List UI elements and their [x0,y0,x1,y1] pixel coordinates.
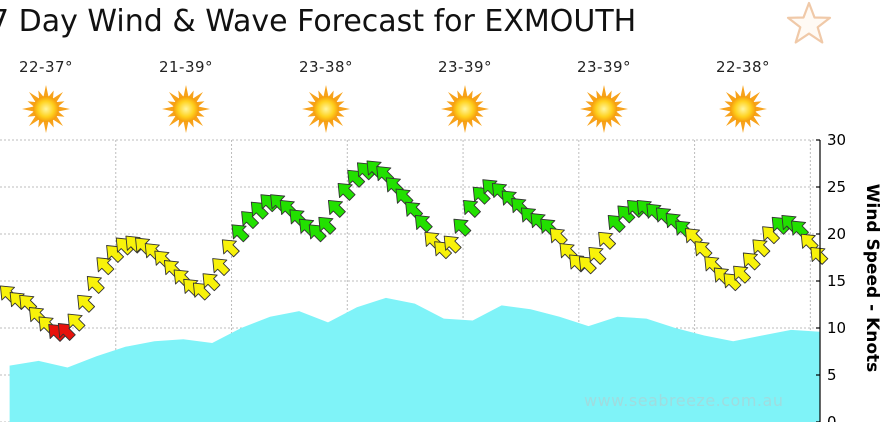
y-tick-label: 0 [827,413,837,422]
wind-arrow [231,224,250,243]
temp-range: 23-39° [437,58,493,76]
wind-arrow [212,258,231,277]
wind-arrow [77,294,96,313]
wind-arrow [221,239,240,258]
temp-range: 22-37° [18,58,74,76]
wind-arrow [800,233,819,252]
wind-series [0,160,829,342]
wind-arrow [684,228,703,247]
wind-arrow [810,246,829,265]
wind-arrow [617,205,636,224]
wind-arrow [588,246,607,265]
y-tick-label: 15 [827,272,846,290]
day-forecast: 23-39° [564,58,644,134]
wind-arrow [405,201,424,220]
wind-arrow [723,273,742,292]
wind-arrow [762,226,781,245]
wind-arrow [106,245,125,263]
wind-arrow [86,276,105,294]
sun-icon [441,85,489,133]
watermark: www.seabreeze.com.au [584,391,784,410]
page-title: 7 Day Wind & Wave Forecast for EXMOUTH [0,4,637,39]
temp-range: 22-38° [715,58,771,76]
y-tick-label: 30 [827,131,846,149]
wind-arrow [308,224,327,243]
day-forecast: 23-38° [286,58,366,134]
wind-arrow [443,235,462,254]
wind-arrow [733,265,752,284]
wind-arrow [694,241,713,260]
day-forecast: 22-38° [703,58,783,134]
star-outline-icon[interactable] [784,0,834,46]
day-forecast: 22-37° [6,58,86,134]
wind-arrow [241,211,260,230]
wind-arrow [57,323,76,341]
y-tick-label: 20 [827,225,846,243]
sun-icon [719,85,767,133]
wind-arrow [434,241,453,260]
wind-arrow [67,313,86,332]
y-axis-label: Wind Speed - Knots [862,183,881,373]
wind-arrow [414,214,433,233]
sun-icon [22,85,70,133]
wave-area [9,297,821,422]
wind-arrow [742,252,761,271]
y-tick-label: 25 [827,178,846,196]
day-forecast: 21-39° [146,58,226,134]
day-forecast: 23-39° [425,58,505,134]
temp-range: 23-38° [298,58,354,76]
wind-arrow [549,228,568,247]
wind-arrow [318,216,337,235]
wind-arrow [578,256,597,275]
wind-arrow [347,169,366,188]
temp-range: 21-39° [158,58,214,76]
temp-range: 23-39° [576,58,632,76]
wind-arrow [472,186,491,205]
wind-arrow [337,182,356,201]
sun-icon [302,85,350,133]
sun-icon [580,85,628,133]
wind-arrow [598,231,617,250]
sun-icon [162,85,210,133]
wind-arrow [453,218,472,237]
wind-arrow [752,239,771,258]
wind-arrow [327,199,346,218]
wind-arrow [463,199,481,218]
wind-arrow [395,188,414,207]
y-tick-label: 5 [827,366,837,384]
wind-arrow [202,273,221,292]
y-tick-label: 10 [827,319,846,337]
wind-arrow [607,214,626,233]
wind-arrow [791,220,809,239]
wind-arrow [250,201,269,220]
wind-arrow [192,282,211,301]
wind-arrow [96,257,115,276]
y-axis: 0 5 10 15 20 25 30 [816,131,846,422]
